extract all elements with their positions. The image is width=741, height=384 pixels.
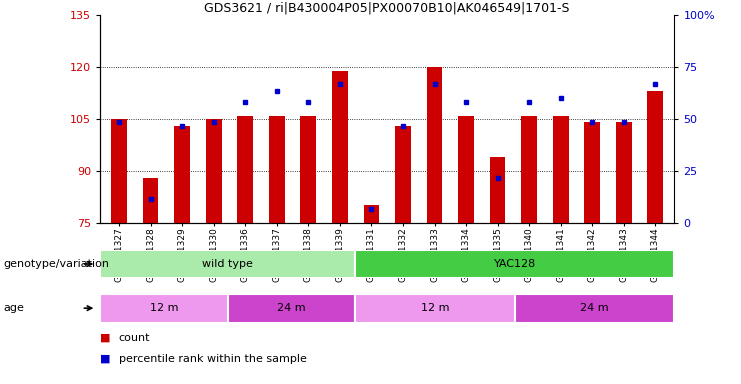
Text: ■: ■ [100, 333, 110, 343]
Bar [142, 178, 159, 223]
Text: 24 m: 24 m [580, 303, 609, 313]
Bar [237, 116, 253, 223]
Bar [174, 126, 190, 223]
Bar [100, 250, 355, 278]
Bar [100, 294, 227, 323]
Text: wild type: wild type [202, 259, 253, 269]
Bar [458, 116, 474, 223]
Bar [585, 122, 600, 223]
Bar [490, 157, 505, 223]
Bar [515, 294, 674, 323]
Text: 12 m: 12 m [150, 303, 178, 313]
Bar [332, 71, 348, 223]
Bar [355, 294, 515, 323]
Bar [521, 116, 537, 223]
Bar [364, 205, 379, 223]
Bar [355, 250, 674, 278]
Text: YAC128: YAC128 [494, 259, 536, 269]
Text: genotype/variation: genotype/variation [4, 259, 110, 269]
Text: ■: ■ [100, 354, 110, 364]
Bar [395, 126, 411, 223]
Bar [269, 116, 285, 223]
Bar [427, 67, 442, 223]
Bar [648, 91, 663, 223]
Bar [553, 116, 568, 223]
Title: GDS3621 / ri|B430004P05|PX00070B10|AK046549|1701-S: GDS3621 / ri|B430004P05|PX00070B10|AK046… [205, 1, 570, 14]
Bar [227, 294, 355, 323]
Text: percentile rank within the sample: percentile rank within the sample [119, 354, 307, 364]
Text: count: count [119, 333, 150, 343]
Bar [300, 116, 316, 223]
Bar [111, 119, 127, 223]
Bar [616, 122, 632, 223]
Text: age: age [4, 303, 24, 313]
Text: 12 m: 12 m [421, 303, 449, 313]
Bar [206, 119, 222, 223]
Text: 24 m: 24 m [277, 303, 306, 313]
